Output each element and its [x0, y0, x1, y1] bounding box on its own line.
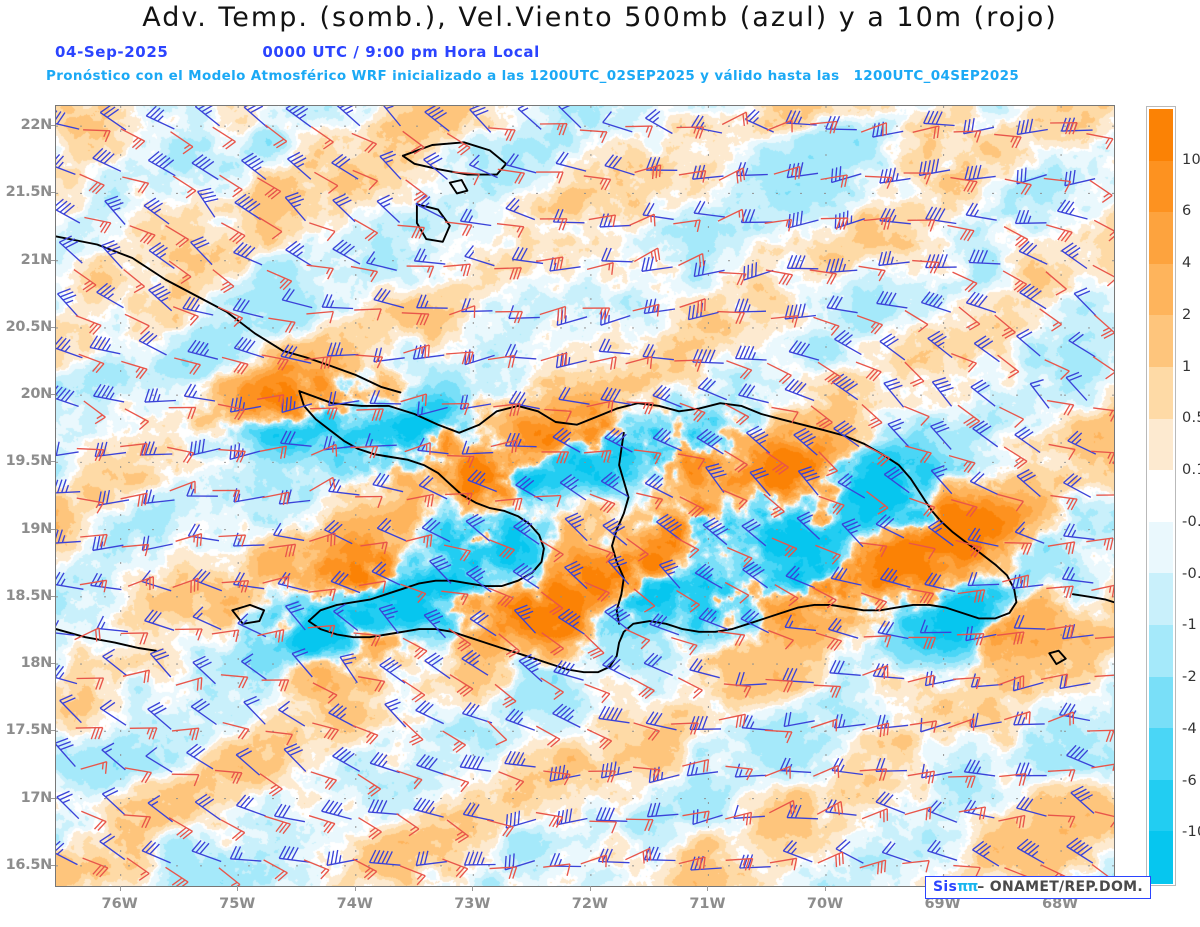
colorbar-tick-label: -2 — [1182, 669, 1198, 686]
y-axis-tick-label: 18N — [20, 655, 53, 672]
colorbar-tick-label: 6 — [1182, 203, 1192, 220]
wind-barbs-layer — [56, 106, 1114, 886]
model-description-line: Pronóstico con el Modelo Atmosférico WRF… — [46, 68, 1019, 84]
y-axis-tick-label: 21N — [20, 251, 53, 268]
colorbar-swatch — [1149, 160, 1173, 214]
colorbar-swatch — [1149, 315, 1173, 368]
sis-logo-text: Sis — [933, 879, 958, 895]
colorbar — [1146, 106, 1176, 886]
colorbar-swatch — [1149, 109, 1173, 162]
y-axis-tick-label: 20.5N — [5, 318, 53, 335]
coastline-path — [56, 235, 402, 394]
colorbar-tick-label: 2 — [1182, 306, 1192, 323]
coastline-path — [415, 203, 451, 243]
colorbar-swatch — [1149, 573, 1173, 626]
coastline-path — [298, 390, 1018, 674]
coastline-path — [231, 603, 266, 625]
colorbar-tick-label: -0.1 — [1182, 513, 1200, 530]
x-axis-tick-label: 75W — [219, 896, 256, 912]
colorbar-swatch — [1149, 728, 1173, 781]
colorbar-swatch — [1149, 831, 1173, 884]
y-axis-tick-label: 16.5N — [5, 856, 53, 873]
colorbar-swatch — [1149, 779, 1173, 833]
y-axis-tick-label: 21.5N — [5, 184, 53, 201]
forecast-time: 0000 UTC / 9:00 pm Hora Local — [262, 43, 540, 61]
temp-advection-shading — [56, 106, 1114, 886]
coastline-path — [1048, 649, 1067, 666]
y-axis-tick-label: 20N — [20, 386, 53, 403]
x-axis-tick-label: 73W — [454, 896, 491, 912]
x-axis-tick-label: 71W — [689, 896, 726, 912]
y-axis-tick-label: 22N — [20, 117, 53, 134]
colorbar-swatch — [1149, 470, 1173, 523]
forecast-datetime-line: 04-Sep-2025 0000 UTC / 9:00 pm Hora Local — [55, 43, 540, 61]
coastline-path — [1071, 593, 1114, 604]
forecast-date: 04-Sep-2025 — [55, 43, 169, 61]
colorbar-swatch — [1149, 624, 1173, 678]
y-axis-tick-label: 19N — [20, 520, 53, 537]
coastline-path — [56, 628, 157, 652]
colorbar-swatch — [1149, 366, 1173, 420]
colorbar-tick-label: 1 — [1182, 358, 1192, 375]
colorbar-tick-label: 0.5 — [1182, 410, 1200, 427]
y-axis-tick-label: 18.5N — [5, 587, 53, 604]
wind-barbs-500mb — [56, 106, 1097, 871]
y-axis-tick-label: 19.5N — [5, 453, 53, 470]
coastline-path — [448, 179, 469, 195]
colorbar-swatch — [1149, 212, 1173, 265]
colorbar-tick-label: -10 — [1182, 824, 1200, 841]
colorbar-tick-label: -1 — [1182, 617, 1198, 634]
colorbar-swatch — [1149, 676, 1173, 730]
x-axis-tick-label: 70W — [806, 896, 844, 912]
model-description: Pronóstico con el Modelo Atmosférico WRF… — [46, 68, 840, 84]
x-axis-tick-label: 72W — [571, 896, 608, 912]
colorbar-tick-label: 10 — [1182, 151, 1200, 168]
y-axis-tick-label: 17N — [20, 789, 53, 806]
organization-text: – ONAMET/REP.DOM. — [977, 879, 1143, 895]
map-plot-area — [55, 105, 1115, 887]
tt-logo-text: ππ — [957, 879, 978, 895]
coastlines — [56, 141, 1114, 674]
x-axis-tick-label: 76W — [101, 896, 138, 912]
page-title: Adv. Temp. (somb.), Vel.Viento 500mb (az… — [142, 2, 1058, 33]
colorbar-swatch — [1149, 418, 1173, 472]
colorbar-tick-label: 4 — [1182, 255, 1192, 272]
y-axis-tick-label: 17.5N — [5, 722, 53, 739]
colorbar-swatch — [1149, 521, 1173, 575]
x-axis-tick-label: 74W — [336, 896, 373, 912]
attribution-watermark: Sisππ– ONAMET/REP.DOM. — [925, 876, 1151, 899]
colorbar-tick-label: -4 — [1182, 720, 1198, 737]
map-gridlines — [56, 106, 1114, 886]
colorbar-tick-label: 0.1 — [1182, 462, 1200, 479]
colorbar-tick-label: -6 — [1182, 772, 1198, 789]
colorbar-tick-label: -0.5 — [1182, 565, 1200, 582]
coastline-path — [611, 431, 630, 625]
valid-until: 1200UTC_04SEP2025 — [853, 68, 1020, 84]
wind-barbs-10m — [73, 111, 1114, 886]
colorbar-swatch — [1149, 263, 1173, 317]
